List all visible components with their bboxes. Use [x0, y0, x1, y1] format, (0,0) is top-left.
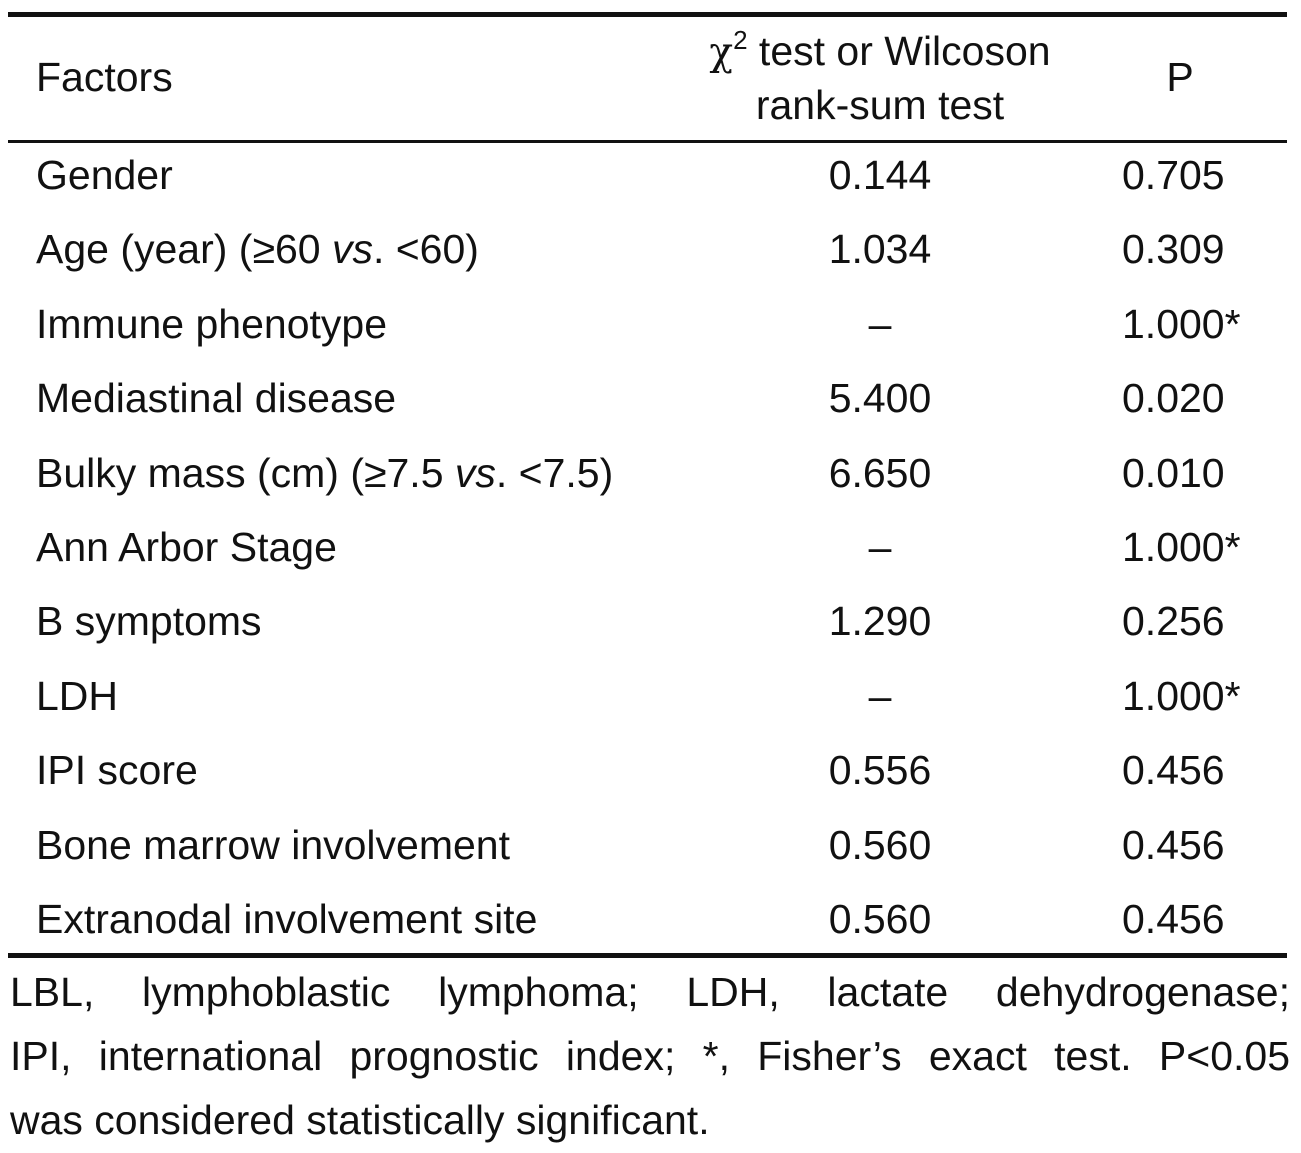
table-row: Gender 0.144 0.705: [0, 143, 1301, 217]
factor-italic: vs: [454, 449, 496, 496]
header-test-line1-text: test or Wilcoson: [747, 28, 1051, 74]
factor-cell: Immune phenotype: [36, 300, 388, 347]
factor-cell: Ann Arbor Stage: [36, 523, 337, 570]
table-row: Mediastinal disease 5.400 0.020: [0, 366, 1301, 440]
factor-text: . <7.5): [495, 449, 614, 496]
factor-cell: Age (year) (≥60 vs. <60): [36, 225, 479, 273]
table-row: Age (year) (≥60 vs. <60) 1.034 0.309: [0, 217, 1301, 291]
table-header-rule: [8, 140, 1287, 143]
stat-cell: 1.290: [828, 598, 932, 645]
stat-cell: 0.144: [828, 152, 932, 198]
table-row: Extranodal involvement site 0.560 0.456: [0, 887, 1301, 961]
footnote-line: IPI, international prognostic index; *, …: [10, 1033, 1290, 1079]
factor-cell: Gender: [36, 152, 173, 198]
stat-cell: –: [868, 300, 892, 347]
table-row: Bulky mass (cm) (≥7.5 vs. <7.5) 6.650 0.…: [0, 441, 1301, 515]
stat-cell: 5.400: [828, 375, 932, 422]
header-test-line2: rank-sum test: [755, 82, 1005, 128]
p-cell: 0.456: [1122, 747, 1225, 794]
p-cell: 0.309: [1122, 226, 1225, 273]
table-row: Bone marrow involvement 0.560 0.456: [0, 813, 1301, 887]
header-p: P: [1166, 54, 1194, 100]
stat-cell: 6.650: [828, 449, 932, 496]
table-bottom-rule: [8, 953, 1287, 958]
p-cell: 0.456: [1122, 895, 1225, 942]
table-footnote: LBL, lymphoblastic lymphoma; LDH, lactat…: [10, 960, 1290, 1152]
factor-cell: Extranodal involvement site: [36, 895, 538, 942]
stat-cell: 0.556: [828, 747, 932, 794]
table-row: IPI score 0.556 0.456: [0, 738, 1301, 812]
factor-cell: B symptoms: [36, 598, 262, 645]
p-cell: 0.010: [1122, 449, 1225, 496]
table-top-rule: [8, 12, 1287, 17]
stat-cell: –: [868, 672, 892, 719]
table-row: B symptoms 1.290 0.256: [0, 589, 1301, 663]
footnote-line: was considered statistically significant…: [10, 1097, 710, 1143]
stat-cell: 1.034: [828, 226, 932, 273]
footnote-line: LBL, lymphoblastic lymphoma; LDH, lactat…: [10, 969, 1290, 1015]
header-test: χ2 test or Wilcoson rank-sum test: [660, 25, 1100, 131]
stat-cell: 0.560: [828, 895, 932, 942]
factor-text: . <60): [372, 226, 479, 273]
p-cell: 0.020: [1122, 375, 1225, 422]
table-row: Immune phenotype – 1.000*: [0, 292, 1301, 366]
p-cell: 1.000*: [1122, 672, 1241, 719]
p-cell: 1.000*: [1122, 300, 1241, 347]
p-cell: 0.705: [1122, 152, 1225, 198]
chi-superscript: 2: [733, 25, 748, 55]
stat-cell: –: [868, 523, 892, 570]
factor-cell: Bulky mass (cm) (≥7.5 vs. <7.5): [36, 449, 613, 497]
header-factors: Factors: [36, 54, 173, 100]
factor-cell: Mediastinal disease: [36, 375, 397, 422]
factor-italic: vs: [331, 226, 373, 273]
table-row: LDH – 1.000*: [0, 664, 1301, 738]
table-row: Ann Arbor Stage – 1.000*: [0, 515, 1301, 589]
chi-symbol: χ: [709, 30, 734, 75]
factor-cell: Bone marrow involvement: [36, 821, 510, 868]
p-cell: 0.256: [1122, 598, 1225, 645]
p-cell: 0.456: [1122, 821, 1225, 868]
table-header: Factors χ2 test or Wilcoson rank-sum tes…: [0, 17, 1301, 140]
factor-cell: LDH: [36, 672, 119, 719]
factor-cell: IPI score: [36, 747, 198, 794]
table-body: Gender 0.144 0.705 Age (year) (≥60 vs. <…: [0, 143, 1301, 961]
stat-cell: 0.560: [828, 821, 932, 868]
factor-text: Age (year) (≥60: [36, 226, 332, 273]
p-cell: 1.000*: [1122, 523, 1241, 570]
factor-text: Bulky mass (cm) (≥7.5: [36, 449, 455, 496]
header-test-line1: χ2 test or Wilcoson: [660, 25, 1100, 79]
